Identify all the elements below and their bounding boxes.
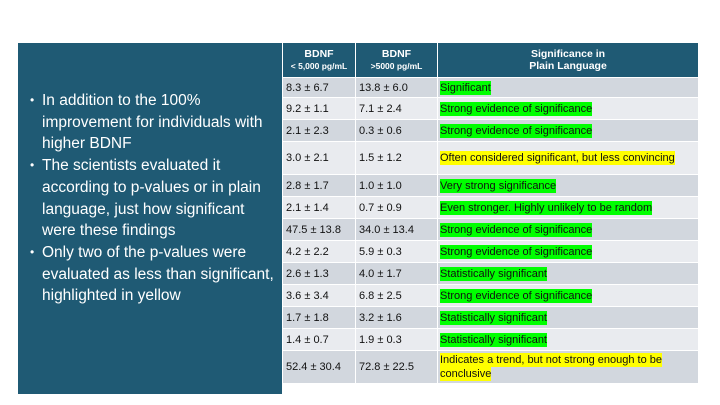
bdnf-high-cell: 3.2 ± 1.6 <box>355 306 438 329</box>
significance-cell: Statistically significant <box>437 328 699 351</box>
bdnf-low-cell: 2.1 ± 2.3 <box>282 119 356 142</box>
significance-highlight: Strong evidence of significance <box>440 288 593 303</box>
significance-cell: Statistically significant <box>437 306 699 329</box>
table-header-row: BDNF < 5,000 pg/mL BDNF >5000 pg/mL Signif… <box>282 43 699 78</box>
bdnf-high-cell: 7.1 ± 2.4 <box>355 97 438 120</box>
bdnf-low-cell: 1.7 ± 1.8 <box>282 306 356 329</box>
significance-highlight: Significant <box>440 80 491 95</box>
table-row: 3.0 ± 2.1 1.5 ± 1.2 Often considered signi… <box>282 141 699 175</box>
significance-cell: Strong evidence of significance <box>437 240 699 263</box>
significance-highlight: Indicates a trend, but not strong enough… <box>440 353 662 381</box>
table-row: 52.4 ± 30.4 72.8 ± 22.5 Indicates a trend,… <box>282 350 699 384</box>
table-row: 4.2 ± 2.2 5.9 ± 0.3 Strong evidence of sig… <box>282 240 699 263</box>
significance-cell: Very strong significance <box>437 174 699 197</box>
significance-highlight: Strong evidence of significance <box>440 123 593 138</box>
bullet-text: The scientists evaluated it according to… <box>42 157 261 240</box>
significance-cell: Statistically significant <box>437 262 699 285</box>
bullet-item: • The scientists evaluated it according t… <box>22 155 280 242</box>
bullet-item: • Only two of the p-values were evaluated… <box>22 242 280 307</box>
table-row: 2.1 ± 1.4 0.7 ± 0.9 Even stronger. Highly … <box>282 196 699 219</box>
bdnf-high-cell: 4.0 ± 1.7 <box>355 262 438 285</box>
bdnf-high-cell: 72.8 ± 22.5 <box>355 350 438 384</box>
bdnf-low-cell: 2.8 ± 1.7 <box>282 174 356 197</box>
significance-highlight: Strong evidence of significance <box>440 222 593 237</box>
header-bdnf-low: BDNF < 5,000 pg/mL <box>282 43 356 78</box>
bdnf-high-cell: 1.9 ± 0.3 <box>355 328 438 351</box>
bullet-text: Only two of the p-values were evaluated … <box>42 243 274 305</box>
bdnf-low-cell: 3.6 ± 3.4 <box>282 284 356 307</box>
significance-highlight: Statistically significant <box>440 266 547 281</box>
bdnf-high-cell: 1.5 ± 1.2 <box>355 141 438 175</box>
significance-cell: Even stronger. Highly unlikely to be ran… <box>437 196 699 219</box>
bdnf-low-cell: 47.5 ± 13.8 <box>282 218 356 241</box>
bdnf-high-cell: 34.0 ± 13.4 <box>355 218 438 241</box>
table-row: 8.3 ± 6.7 13.8 ± 6.0 Significant <box>282 77 699 98</box>
significance-cell: Strong evidence of significance <box>437 119 699 142</box>
table-row: 3.6 ± 3.4 6.8 ± 2.5 Strong evidence of sig… <box>282 284 699 307</box>
bdnf-low-cell: 52.4 ± 30.4 <box>282 350 356 384</box>
significance-cell: Strong evidence of significance <box>437 218 699 241</box>
bdnf-high-cell: 0.7 ± 0.9 <box>355 196 438 219</box>
bdnf-low-cell: 9.2 ± 1.1 <box>282 97 356 120</box>
header-significance: Significance in Plain Language <box>437 43 699 78</box>
bdnf-high-cell: 5.9 ± 0.3 <box>355 240 438 263</box>
table-row: 2.1 ± 2.3 0.3 ± 0.6 Strong evidence of sig… <box>282 119 699 142</box>
table-body: 8.3 ± 6.7 13.8 ± 6.0 Significant 9.2 ± 1.1 7… <box>282 77 699 384</box>
bdnf-low-cell: 8.3 ± 6.7 <box>282 77 356 98</box>
significance-highlight: Often considered significant, but less c… <box>440 151 675 165</box>
bullet-item: • In addition to the 100% improvement for… <box>22 90 280 155</box>
bdnf-low-cell: 4.2 ± 2.2 <box>282 240 356 263</box>
results-table: BDNF < 5,000 pg/mL BDNF >5000 pg/mL Signif… <box>282 43 699 384</box>
bullet-list: • In addition to the 100% improvement for… <box>22 90 280 307</box>
bdnf-high-cell: 0.3 ± 0.6 <box>355 119 438 142</box>
bdnf-high-cell: 1.0 ± 1.0 <box>355 174 438 197</box>
table-row: 47.5 ± 13.8 34.0 ± 13.4 Strong evidence of… <box>282 218 699 241</box>
significance-highlight: Even stronger. Highly unlikely to be ran… <box>440 200 653 215</box>
significance-cell: Often considered significant, but less c… <box>437 141 699 175</box>
bdnf-low-cell: 2.6 ± 1.3 <box>282 262 356 285</box>
significance-highlight: Strong evidence of significance <box>440 101 593 116</box>
significance-cell: Strong evidence of significance <box>437 97 699 120</box>
bullet-dot-icon: • <box>30 158 35 173</box>
bdnf-low-cell: 1.4 ± 0.7 <box>282 328 356 351</box>
significance-highlight: Statistically significant <box>440 310 547 325</box>
significance-highlight: Strong evidence of significance <box>440 244 593 259</box>
significance-cell: Significant <box>437 77 699 98</box>
bdnf-high-cell: 13.8 ± 6.0 <box>355 77 438 98</box>
header-bdnf-high: BDNF >5000 pg/mL <box>355 43 438 78</box>
bdnf-high-cell: 6.8 ± 2.5 <box>355 284 438 307</box>
bullet-dot-icon: • <box>30 93 35 107</box>
significance-cell: Indicates a trend, but not strong enough… <box>437 350 699 384</box>
table-row: 1.7 ± 1.8 3.2 ± 1.6 Statistically signific… <box>282 306 699 329</box>
table-row: 1.4 ± 0.7 1.9 ± 0.3 Statistically signific… <box>282 328 699 351</box>
table-row: 2.6 ± 1.3 4.0 ± 1.7 Statistically signific… <box>282 262 699 285</box>
significance-highlight: Very strong significance <box>440 178 557 193</box>
significance-highlight: Statistically significant <box>440 332 547 347</box>
bullet-dot-icon: • <box>30 244 35 259</box>
summary-panel <box>18 43 282 394</box>
table-row: 9.2 ± 1.1 7.1 ± 2.4 Strong evidence of sig… <box>282 97 699 120</box>
bdnf-low-cell: 3.0 ± 2.1 <box>282 141 356 175</box>
table-row: 2.8 ± 1.7 1.0 ± 1.0 Very strong significan… <box>282 174 699 197</box>
significance-cell: Strong evidence of significance <box>437 284 699 307</box>
bdnf-low-cell: 2.1 ± 1.4 <box>282 196 356 219</box>
bullet-text: In addition to the 100% improvement for … <box>42 92 263 153</box>
